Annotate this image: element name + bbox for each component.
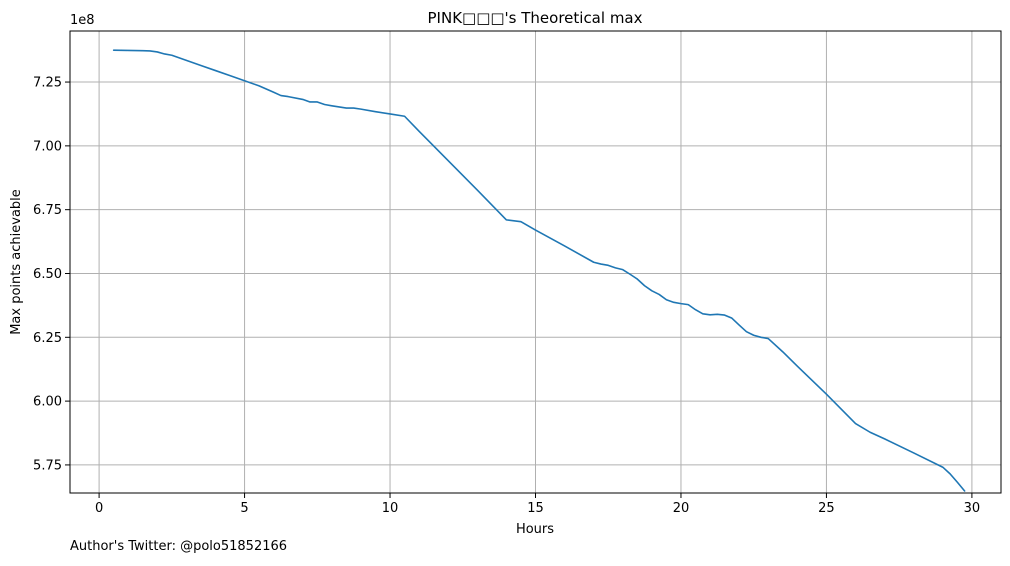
y-tick-label: 6.50 — [33, 267, 62, 282]
x-axis-label: Hours — [516, 522, 554, 537]
x-tick-label: 25 — [818, 501, 835, 516]
y-axis-label: Max points achievable — [9, 189, 24, 335]
grid — [70, 31, 1001, 493]
series-layer — [112, 49, 966, 492]
x-tick-label: 30 — [964, 501, 981, 516]
y-tick-label: 7.00 — [33, 139, 62, 154]
y-axis-offset-label: 1e8 — [70, 13, 95, 28]
author-credit: Author's Twitter: @polo51852166 — [70, 539, 287, 554]
x-tick-label: 10 — [382, 501, 399, 516]
x-tick-label: 0 — [95, 501, 103, 516]
x-tick-label: 5 — [240, 501, 248, 516]
x-tick-label: 15 — [527, 501, 544, 516]
y-tick-label: 6.25 — [33, 331, 62, 346]
series-line — [112, 49, 966, 492]
y-tick-label: 6.75 — [33, 203, 62, 218]
axis-ticks: 0 5 10 15 20 25 30 5.75 6.00 6.25 6.50 6.75 7.00 7.25 — [33, 76, 980, 516]
y-tick-label: 5.75 — [33, 458, 62, 473]
plot-frame — [69, 30, 1002, 494]
x-tick-label: 20 — [673, 501, 690, 516]
chart-title: PINK□□□'s Theoretical max — [428, 9, 643, 27]
y-tick-label: 6.00 — [33, 395, 62, 410]
y-tick-label: 7.25 — [33, 76, 62, 91]
